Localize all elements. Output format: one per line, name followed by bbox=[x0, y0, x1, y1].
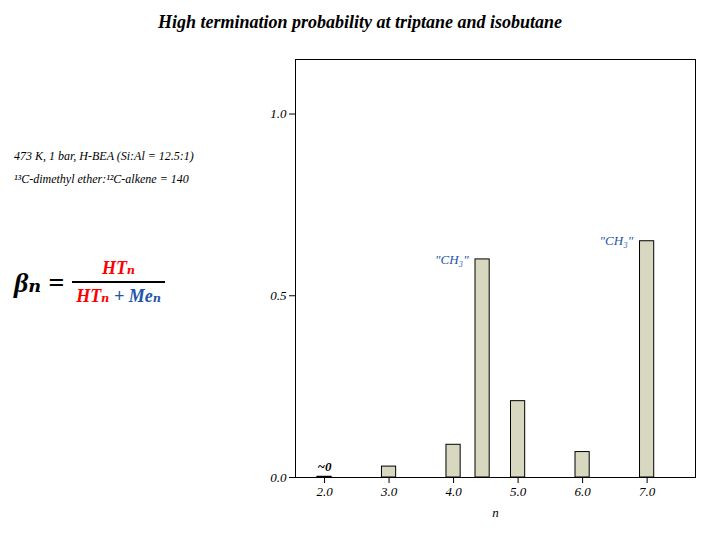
svg-text:3.0: 3.0 bbox=[380, 484, 398, 499]
html-text:473 K, 1 bar, H-BEA (Si:Al = 1: 473 K, 1 bar, H-BEA (Si:Al = 12.5:1) bbox=[14, 149, 194, 163]
html-text:HTₙ: HTₙ bbox=[101, 258, 136, 278]
svg-text:"CH₃": "CH₃" bbox=[435, 252, 469, 267]
svg-text:0.0: 0.0 bbox=[270, 470, 287, 485]
svg-text:~0: ~0 bbox=[318, 459, 332, 474]
svg-text:7.0: 7.0 bbox=[639, 484, 656, 499]
svg-text:"CH₃": "CH₃" bbox=[600, 233, 634, 248]
svg-text:1.0: 1.0 bbox=[270, 106, 287, 121]
html-text:High termination probability a: High termination probability at triptane… bbox=[158, 12, 562, 32]
svg-text:4.0: 4.0 bbox=[445, 484, 462, 499]
svg-text:n: n bbox=[492, 505, 499, 520]
html-text:βₙ =: βₙ = bbox=[14, 266, 65, 298]
html-text:HTₙ + Meₙ: HTₙ + Meₙ bbox=[76, 286, 161, 306]
svg-text:0.5: 0.5 bbox=[270, 288, 287, 303]
svg-text:5.0: 5.0 bbox=[510, 484, 527, 499]
svg-text:2.0: 2.0 bbox=[316, 484, 333, 499]
svg-text:6.0: 6.0 bbox=[574, 484, 591, 499]
html-text:¹³C-dimethyl ether:¹²C-alkene: ¹³C-dimethyl ether:¹²C-alkene = 140 bbox=[14, 172, 189, 186]
